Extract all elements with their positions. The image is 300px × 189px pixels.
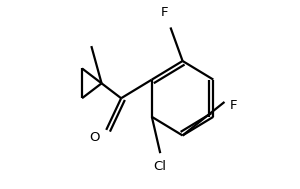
Text: F: F	[230, 99, 238, 112]
Text: Cl: Cl	[154, 160, 167, 173]
Text: O: O	[89, 131, 99, 144]
Text: F: F	[161, 6, 169, 19]
